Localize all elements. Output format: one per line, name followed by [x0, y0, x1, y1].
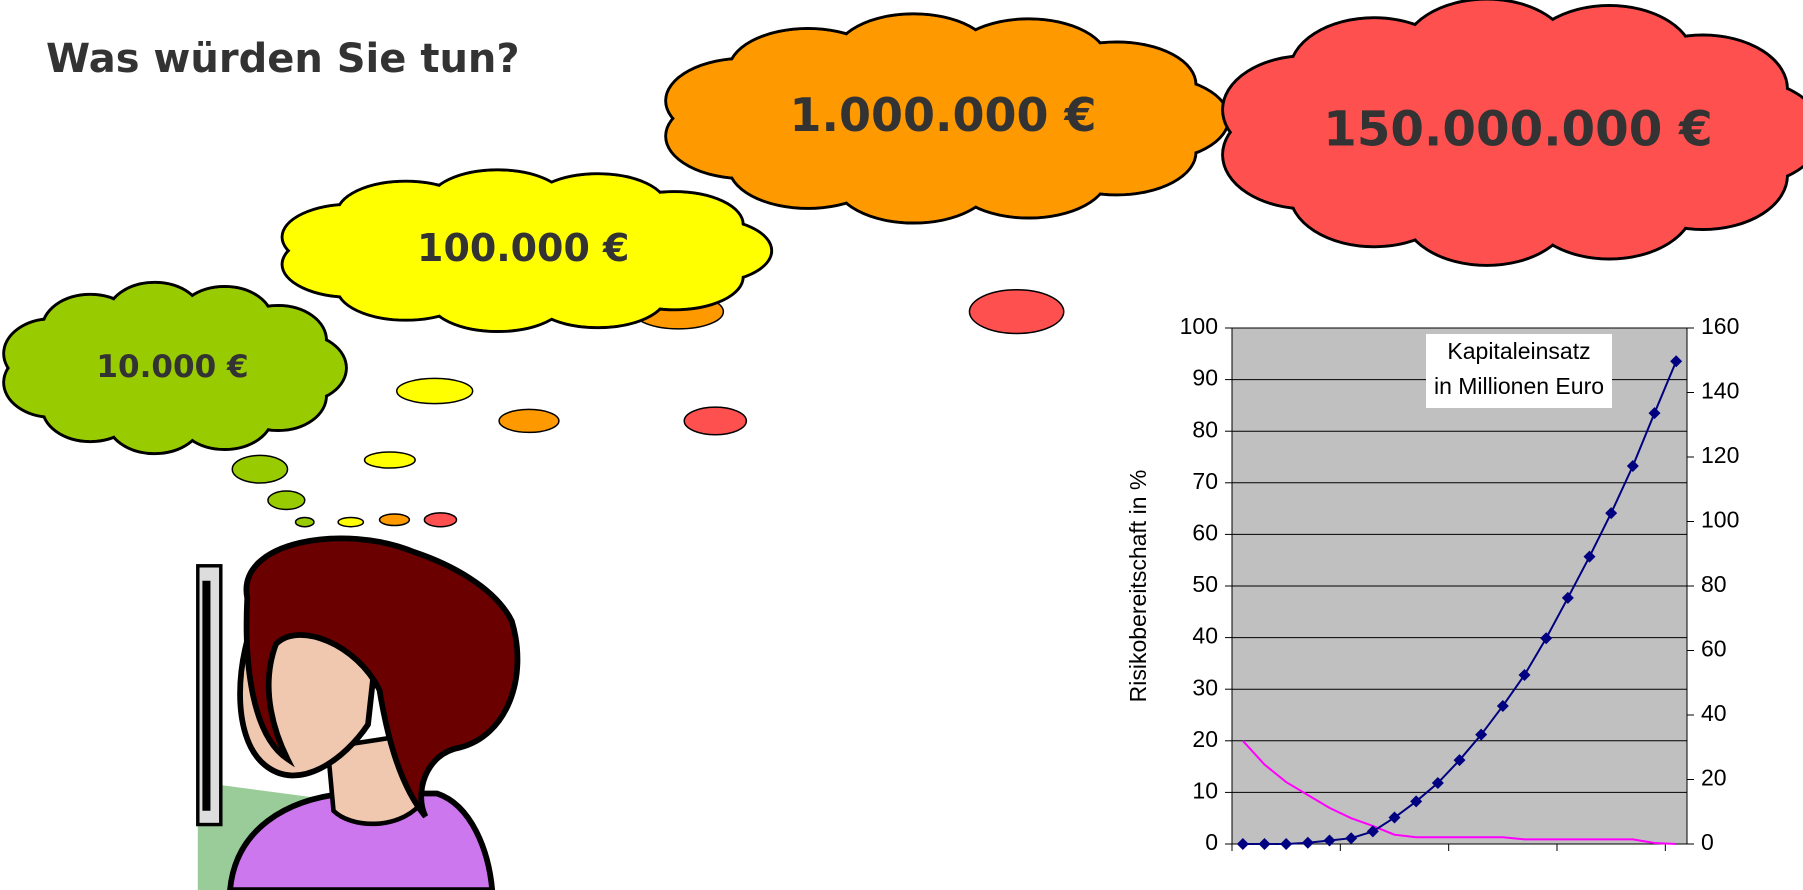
- cloud-fill: [340, 197, 706, 304]
- thought-bubble: [378, 513, 411, 527]
- data-point: [1410, 795, 1423, 808]
- y-tick-label: 90: [1192, 365, 1218, 391]
- series-line: [1242, 740, 1677, 845]
- y-tick-label: 80: [1192, 416, 1218, 442]
- data-point: [1301, 836, 1314, 849]
- cloud-label: 150.000.000 €: [1323, 101, 1713, 157]
- data-point: [1280, 838, 1293, 850]
- cloud-fill: [732, 49, 1154, 188]
- y-tick-label: 10: [1192, 777, 1218, 803]
- data-point: [1431, 777, 1444, 790]
- thought-bubble: [294, 516, 315, 528]
- thought-bubble: [423, 512, 458, 528]
- slide-title: Was würden Sie tun?: [46, 36, 520, 82]
- data-point: [1388, 811, 1401, 824]
- data-point: [1518, 669, 1531, 682]
- cloud-label: 100.000 €: [417, 226, 629, 270]
- y-tick-label: 100: [1180, 313, 1218, 339]
- chart: 0 10 20 30 40 50 60 70 80 90 100 0 20 40 60 80 100 120 140…: [1125, 313, 1739, 855]
- thought-bubble: [231, 454, 289, 484]
- thought-bubble: [498, 408, 560, 434]
- thought-bubble: [337, 516, 365, 528]
- thought-clouds: 10.000 € 100.000 € 1.000.000 € 150.000.000 …: [2, 0, 1803, 528]
- data-point: [1605, 507, 1618, 520]
- y-tick-label: 60: [1192, 519, 1218, 545]
- y2-tick-label: 120: [1701, 442, 1739, 468]
- data-point: [1366, 825, 1379, 838]
- annotation-box: [1426, 334, 1612, 408]
- data-point: [1236, 838, 1249, 850]
- y-tick-label: 0: [1205, 829, 1218, 855]
- y2-tick-label: 40: [1701, 700, 1727, 726]
- hair: [243, 535, 521, 819]
- woman-illustration: [196, 535, 521, 890]
- y2-tick-label: 0: [1701, 829, 1714, 855]
- y-tick-label: 30: [1192, 674, 1218, 700]
- data-point: [1323, 834, 1336, 847]
- y2-tick-label: 100: [1701, 507, 1739, 533]
- data-point: [1453, 754, 1466, 767]
- y2-tick-label: 80: [1701, 571, 1727, 597]
- cloud-label: 10.000 €: [96, 349, 248, 385]
- data-point: [1475, 728, 1488, 741]
- data-point: [1345, 832, 1358, 845]
- thought-bubble: [267, 490, 306, 511]
- data-point: [1648, 407, 1661, 420]
- annotation: Kapitaleinsatz: [1447, 338, 1590, 364]
- data-point: [1561, 591, 1574, 604]
- annotation: in Millionen Euro: [1434, 373, 1604, 399]
- cloud: 10.000 €: [2, 280, 348, 456]
- y2-tick-label: 20: [1701, 765, 1727, 791]
- y-tick-label: 20: [1192, 726, 1218, 752]
- y2-tick-label: 160: [1701, 313, 1739, 339]
- thought-bubble: [363, 451, 416, 469]
- cloud-fill: [1294, 43, 1742, 221]
- cloud: 150.000.000 €: [1221, 0, 1803, 267]
- y2-tick-label: 60: [1701, 636, 1727, 662]
- data-point: [1258, 838, 1271, 850]
- y2-tick-label: 140: [1701, 378, 1739, 404]
- y-tick-label: 40: [1192, 623, 1218, 649]
- thought-bubble: [968, 289, 1065, 335]
- data-point: [1626, 460, 1639, 473]
- cloud: 100.000 €: [280, 168, 774, 334]
- cloud-label: 1.000.000 €: [789, 88, 1096, 142]
- y-axis-label: Risikobereitschaft in %: [1125, 470, 1151, 703]
- monitor-screen: [202, 580, 211, 811]
- thought-bubble: [683, 406, 748, 436]
- y-tick-label: 70: [1192, 468, 1218, 494]
- data-point: [1540, 632, 1553, 645]
- data-point: [1670, 355, 1683, 368]
- thought-bubble: [396, 377, 474, 405]
- data-point: [1583, 550, 1596, 563]
- cloud-fill: [45, 311, 300, 425]
- data-point: [1496, 699, 1509, 712]
- cloud: 1.000.000 €: [664, 12, 1231, 225]
- y-tick-label: 50: [1192, 571, 1218, 597]
